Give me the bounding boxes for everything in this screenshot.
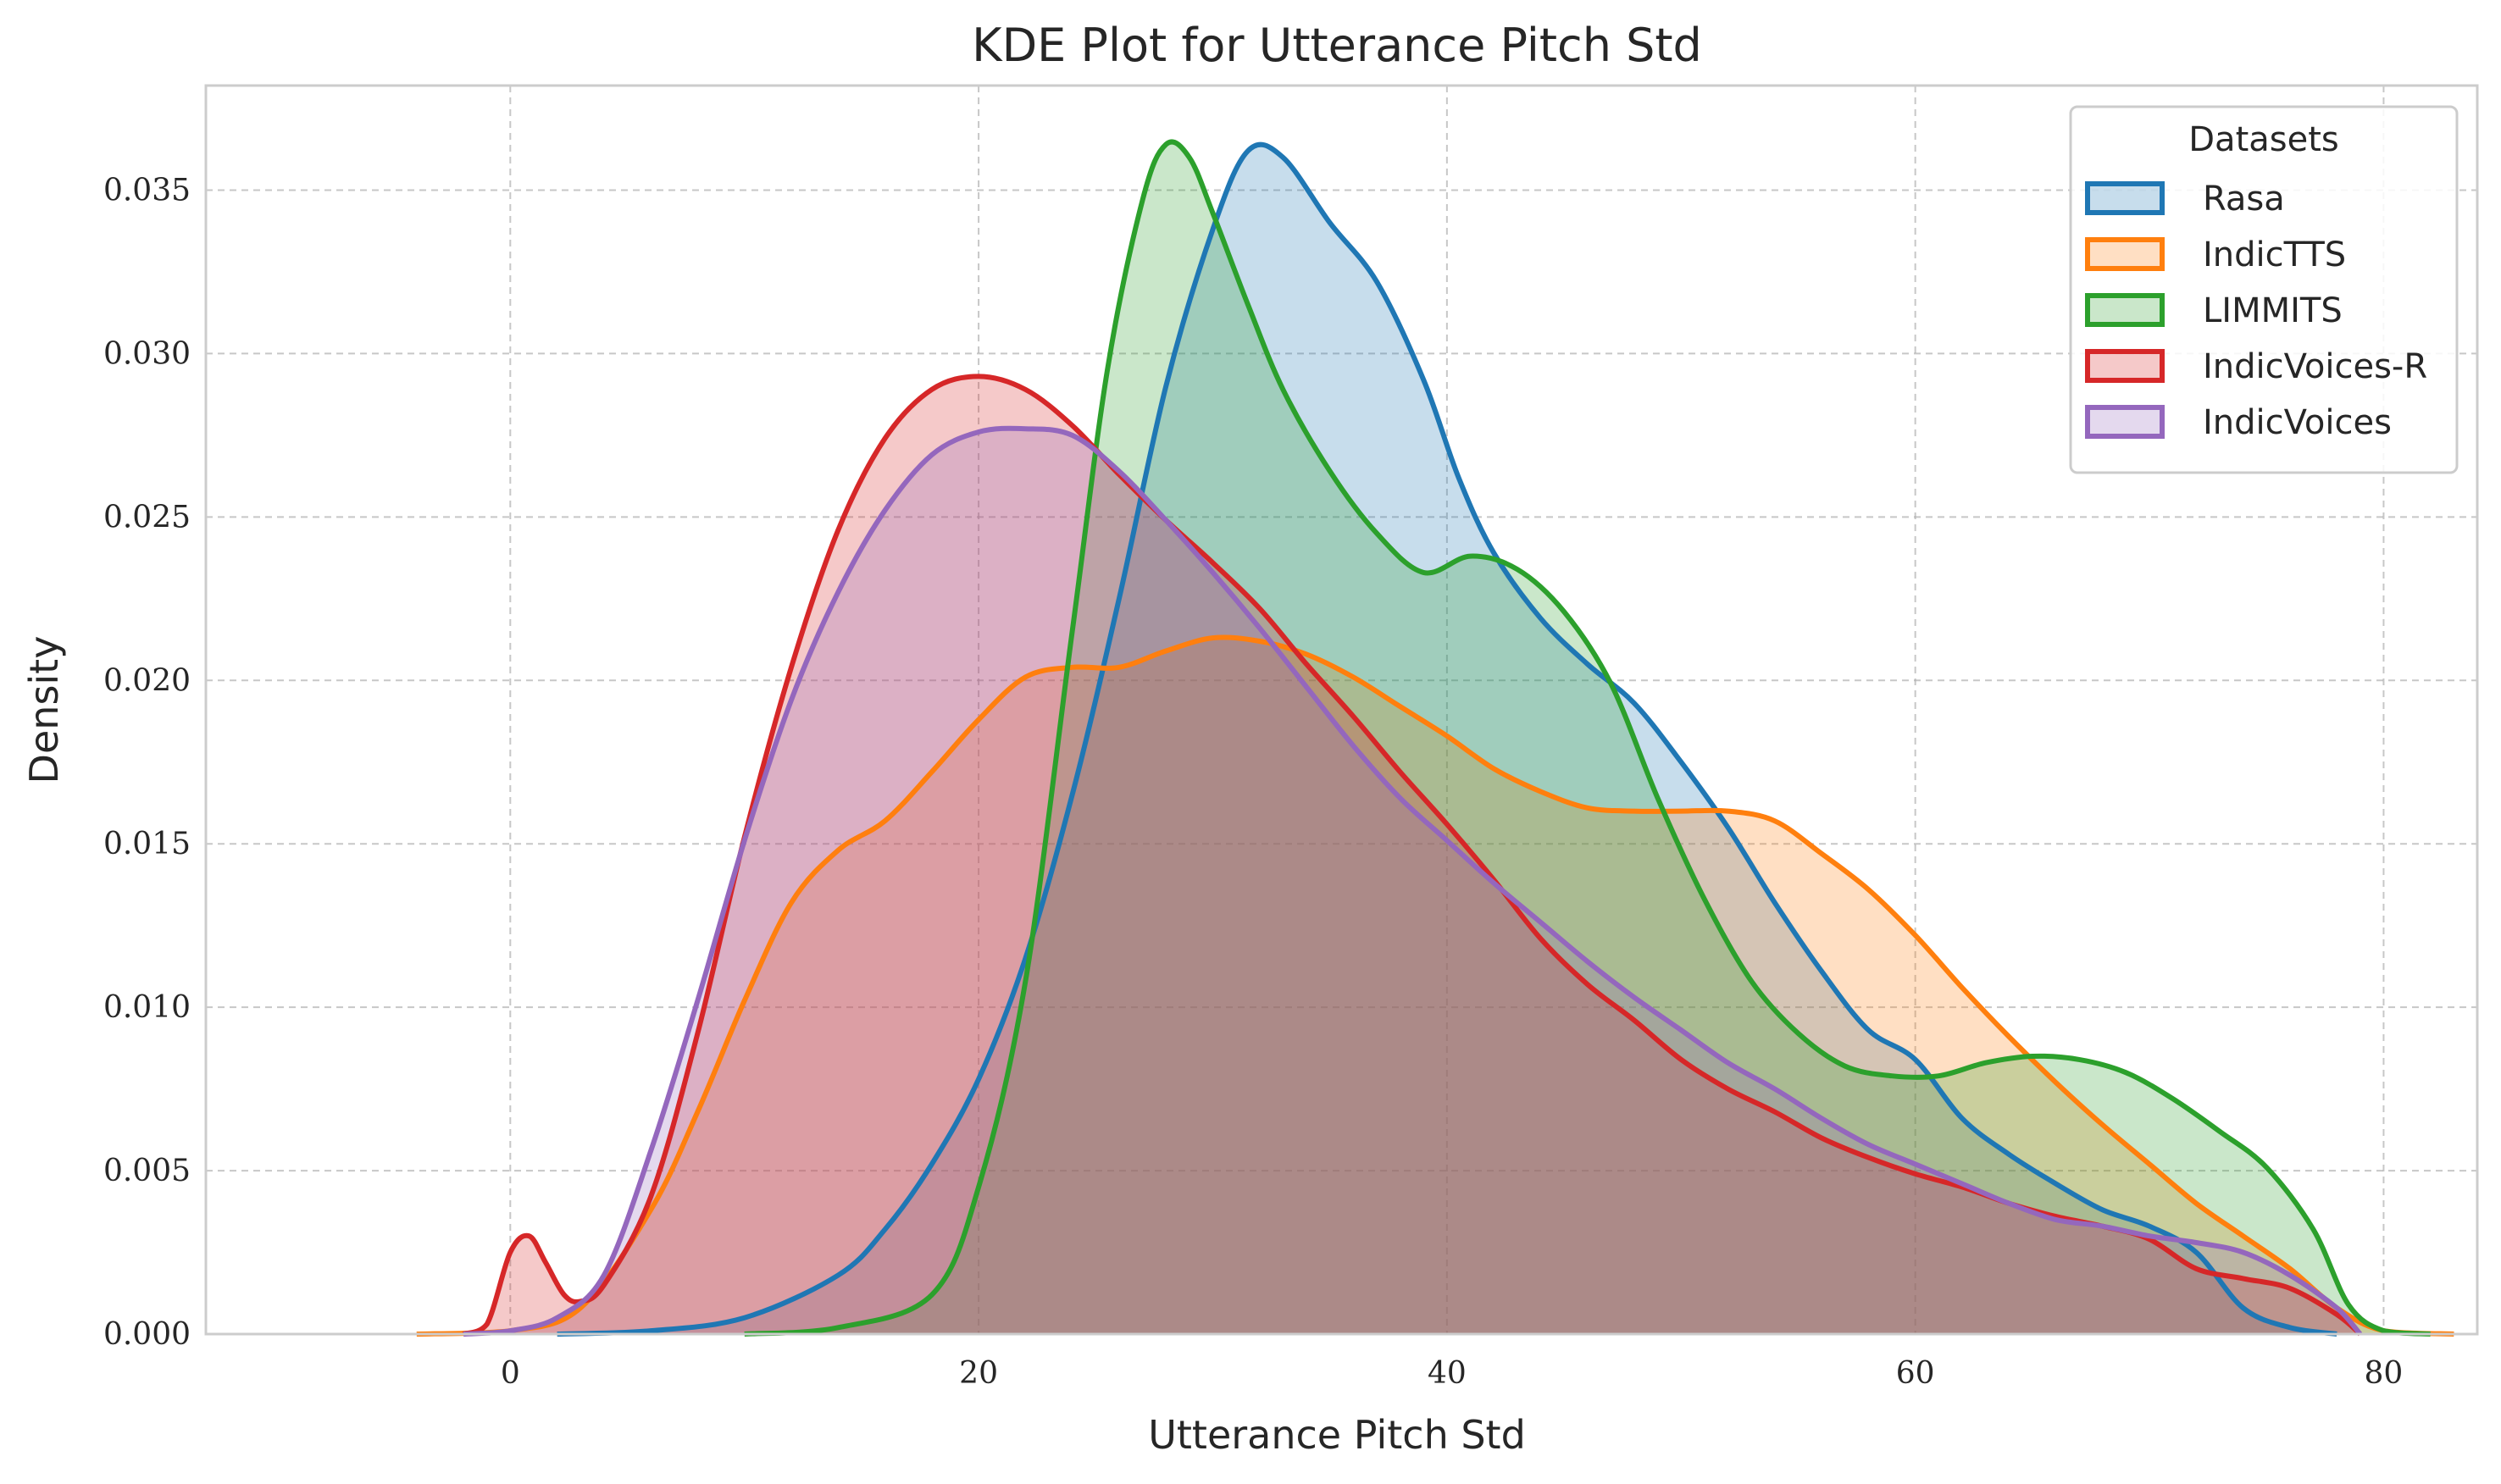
legend-title: Datasets bbox=[2188, 120, 2338, 159]
legend-swatch-indicvoices bbox=[2085, 405, 2165, 439]
legend-label-indicvoices: IndicVoices bbox=[2203, 403, 2392, 442]
series-line-rasa bbox=[557, 141, 2337, 1337]
legend-swatch-rasa bbox=[2085, 181, 2165, 215]
series-area-indictts bbox=[416, 637, 2454, 1334]
x-tick-label: 40 bbox=[1428, 1356, 1467, 1391]
series-area-rasa bbox=[557, 144, 2337, 1334]
chart-title: KDE Plot for Utterance Pitch Std bbox=[972, 19, 1702, 72]
x-axis-ticks: 0 20 40 60 80 bbox=[501, 1356, 2403, 1391]
legend-swatch-indicvoices-r bbox=[2085, 349, 2165, 383]
y-tick-label: 0.010 bbox=[103, 990, 191, 1025]
legend-label-limmits: LIMMITS bbox=[2203, 291, 2343, 330]
y-tick-label: 0.015 bbox=[103, 827, 191, 861]
legend-swatch-limmits bbox=[2085, 293, 2165, 327]
y-axis-label: Density bbox=[21, 636, 67, 784]
legend-entries: Rasa IndicTTS LIMMITS IndicVoices-R IndicVoi… bbox=[2085, 180, 2427, 442]
x-axis-label: Utterance Pitch Std bbox=[1148, 1412, 1526, 1458]
x-tick-label: 0 bbox=[501, 1356, 520, 1391]
y-axis-ticks: 0.000 0.005 0.010 0.015 0.020 0.025 0.030 0.035 bbox=[103, 173, 191, 1352]
legend-label-indictts: IndicTTS bbox=[2203, 235, 2346, 274]
series-fills bbox=[416, 141, 2454, 1334]
series-line-limmits bbox=[744, 139, 2431, 1337]
series-area-indicvoices bbox=[463, 428, 2360, 1334]
legend-swatch-indictts bbox=[2085, 237, 2165, 271]
legend: Datasets Rasa IndicTTS LIMMITS IndicVoices-… bbox=[2069, 105, 2459, 474]
y-tick-label: 0.000 bbox=[103, 1317, 191, 1352]
x-tick-label: 60 bbox=[1896, 1356, 1935, 1391]
x-tick-label: 80 bbox=[2365, 1356, 2404, 1391]
series-area-limmits bbox=[744, 141, 2431, 1334]
series-area-indicvoices-r bbox=[463, 376, 2360, 1334]
y-tick-label: 0.005 bbox=[103, 1154, 191, 1188]
legend-frame bbox=[2069, 105, 2459, 474]
y-tick-label: 0.020 bbox=[103, 663, 191, 698]
x-tick-label: 20 bbox=[959, 1356, 998, 1391]
legend-label-rasa: Rasa bbox=[2203, 180, 2285, 219]
series-line-indictts bbox=[416, 634, 2454, 1337]
y-tick-label: 0.035 bbox=[103, 173, 191, 208]
plot-frame bbox=[204, 84, 2479, 1336]
y-tick-label: 0.030 bbox=[103, 336, 191, 371]
y-tick-label: 0.025 bbox=[103, 500, 191, 534]
series-line-indicvoices bbox=[463, 425, 2363, 1337]
series-lines bbox=[416, 139, 2454, 1337]
legend-label-indicvoices-r: IndicVoices-R bbox=[2203, 347, 2427, 386]
